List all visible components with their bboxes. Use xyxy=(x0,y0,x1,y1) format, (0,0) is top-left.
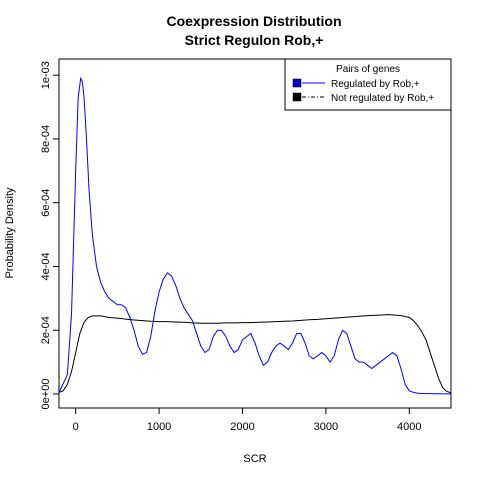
series-line-not-regulated xyxy=(59,314,451,394)
x-tick-label: 3000 xyxy=(314,421,338,433)
y-tick-label: 0e+00 xyxy=(40,379,52,410)
series-line-regulated xyxy=(59,76,451,395)
x-tick-label: 4000 xyxy=(397,421,421,433)
legend-title: Pairs of genes xyxy=(336,64,400,75)
legend-swatch-not-regulated xyxy=(292,92,302,102)
x-tick-label: 2000 xyxy=(230,421,254,433)
plot-frame xyxy=(58,58,452,409)
y-axis: 0e+00 2e-04 4e-04 6e-04 8e-04 1e-03 xyxy=(40,61,59,409)
y-tick-label: 2e-04 xyxy=(40,316,52,344)
y-tick-label: 8e-04 xyxy=(40,125,52,153)
y-tick-label: 6e-04 xyxy=(40,189,52,217)
legend: Pairs of genes Regulated by Rob,+ Not re… xyxy=(284,58,452,111)
x-tick-label: 0 xyxy=(73,421,79,433)
x-tick-label: 1000 xyxy=(147,421,171,433)
legend-box xyxy=(284,58,452,111)
y-tick-label: 1e-03 xyxy=(40,61,52,89)
series-layer xyxy=(59,76,451,395)
y-tick-label: 4e-04 xyxy=(40,252,52,280)
y-axis-label: Probability Density xyxy=(4,187,16,279)
chart-title-line-2: Strict Regulon Rob,+ xyxy=(185,32,324,48)
legend-swatch-regulated xyxy=(292,78,302,88)
chart-title-line-1: Coexpression Distribution xyxy=(166,13,341,29)
legend-entry-not-regulated: Not regulated by Rob,+ xyxy=(331,93,434,104)
x-axis: 0 1000 2000 3000 4000 xyxy=(73,408,422,433)
legend-entry-regulated: Regulated by Rob,+ xyxy=(331,79,420,90)
x-axis-label: SCR xyxy=(243,453,266,465)
